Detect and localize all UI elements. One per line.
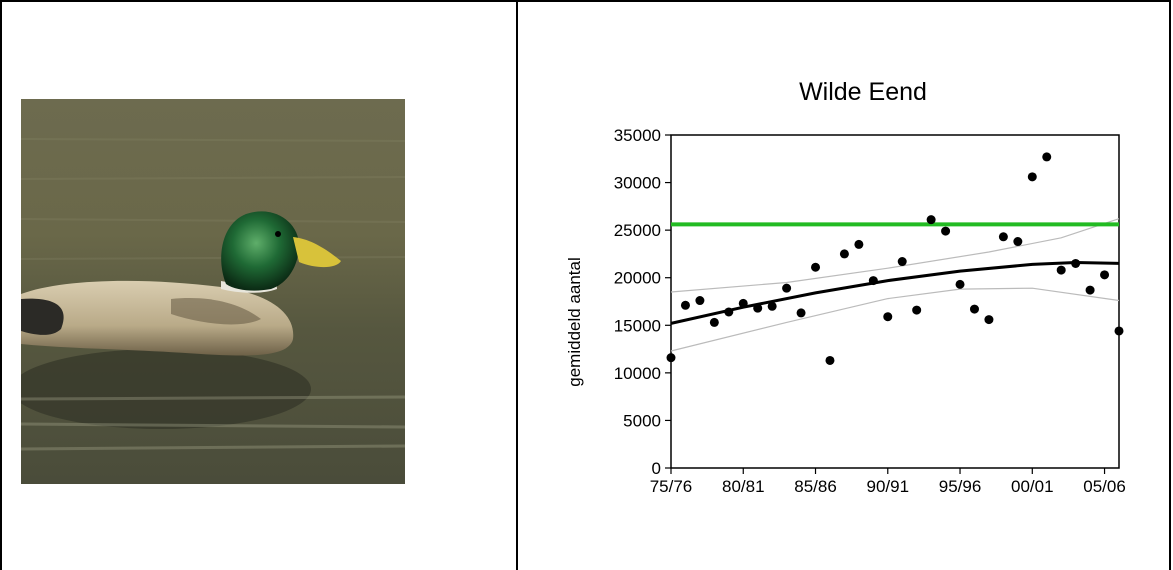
x-tick-label: 05/06 xyxy=(1083,477,1126,496)
data-point xyxy=(984,315,993,324)
data-point xyxy=(941,227,950,236)
data-point xyxy=(695,296,704,305)
x-tick-label: 80/81 xyxy=(722,477,765,496)
y-tick-label: 25000 xyxy=(614,221,661,240)
chart-title: Wilde Eend xyxy=(799,78,927,106)
data-point xyxy=(782,284,791,293)
y-tick-label: 10000 xyxy=(614,364,661,383)
y-tick-label: 30000 xyxy=(614,174,661,193)
wilde-eend-chart: Wilde Eend gemiddeld aantal 0 5000 10000 15… xyxy=(540,60,1140,520)
data-point xyxy=(1071,259,1080,268)
y-tick-label: 0 xyxy=(652,459,661,478)
y-tick-label: 35000 xyxy=(614,126,661,145)
data-point xyxy=(999,232,1008,241)
x-tick-label: 00/01 xyxy=(1011,477,1054,496)
y-axis-label: gemiddeld aantal xyxy=(565,257,584,386)
data-point xyxy=(970,305,979,314)
data-point xyxy=(825,356,834,365)
data-point xyxy=(739,299,748,308)
y-tick-label: 15000 xyxy=(614,316,661,335)
column-divider xyxy=(516,0,518,570)
data-point xyxy=(956,280,965,289)
data-point xyxy=(869,276,878,285)
data-point xyxy=(927,215,936,224)
x-tick-label: 95/96 xyxy=(939,477,982,496)
data-point xyxy=(797,308,806,317)
x-tick-label: 90/91 xyxy=(867,477,910,496)
data-point xyxy=(724,307,733,316)
data-point xyxy=(753,304,762,313)
plot-frame xyxy=(671,135,1119,468)
data-point xyxy=(1086,286,1095,295)
data-point xyxy=(854,240,863,249)
y-tick-label: 5000 xyxy=(623,411,661,430)
data-point xyxy=(768,302,777,311)
data-point xyxy=(811,263,820,272)
data-point xyxy=(667,353,676,362)
x-tick-label: 85/86 xyxy=(794,477,837,496)
x-tick-label: 75/76 xyxy=(650,477,693,496)
lower-band-line xyxy=(671,288,1119,351)
data-point xyxy=(710,318,719,327)
y-tick-label: 20000 xyxy=(614,269,661,288)
trend-line xyxy=(671,263,1119,324)
mallard-duck-photo xyxy=(21,99,405,484)
data-point xyxy=(1042,152,1051,161)
data-point xyxy=(1100,270,1109,279)
data-point xyxy=(1057,266,1066,275)
data-point xyxy=(1028,172,1037,181)
data-point xyxy=(912,306,921,315)
data-point xyxy=(898,257,907,266)
data-point xyxy=(681,301,690,310)
data-point xyxy=(1115,326,1124,335)
data-point xyxy=(840,249,849,258)
data-point xyxy=(883,312,892,321)
data-point xyxy=(1013,237,1022,246)
